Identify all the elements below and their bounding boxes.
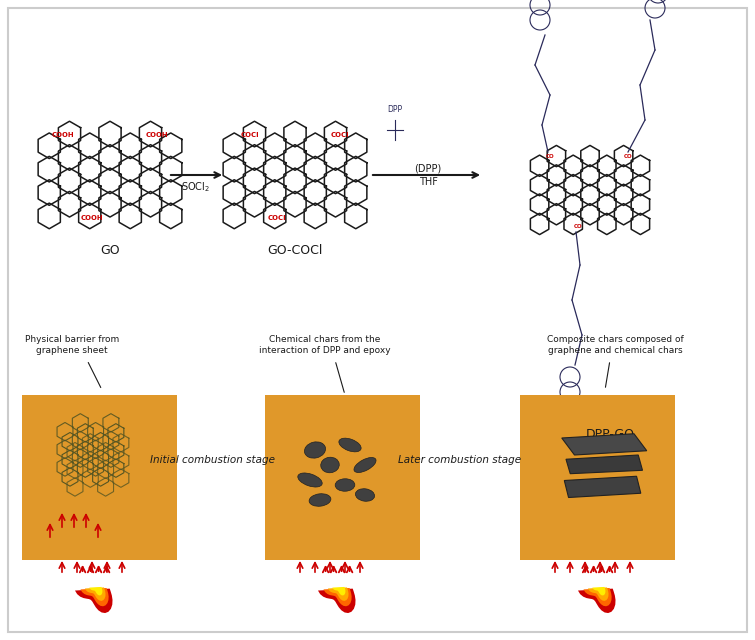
Polygon shape <box>328 588 349 601</box>
Polygon shape <box>578 589 615 613</box>
Polygon shape <box>318 589 356 613</box>
Text: THF: THF <box>418 177 437 187</box>
FancyBboxPatch shape <box>520 395 675 560</box>
Text: DPP-GO: DPP-GO <box>585 429 634 442</box>
Polygon shape <box>588 588 609 601</box>
Polygon shape <box>75 589 112 613</box>
Polygon shape <box>332 587 346 595</box>
Text: Later combustion stage: Later combustion stage <box>399 455 522 465</box>
Ellipse shape <box>335 479 355 492</box>
Text: GO: GO <box>100 243 120 257</box>
Text: Chemical chars from the
interaction of DPP and epoxy: Chemical chars from the interaction of D… <box>259 335 391 355</box>
Text: GO-COCl: GO-COCl <box>267 243 322 257</box>
Text: DPP: DPP <box>387 105 402 114</box>
Text: Physical barrier from
graphene sheet: Physical barrier from graphene sheet <box>25 335 119 355</box>
Ellipse shape <box>321 457 339 473</box>
Text: (DPP): (DPP) <box>414 163 442 173</box>
Text: COCl: COCl <box>268 215 286 221</box>
Text: COCl: COCl <box>241 131 259 138</box>
Polygon shape <box>89 587 103 595</box>
Ellipse shape <box>309 493 331 506</box>
FancyBboxPatch shape <box>22 395 177 560</box>
Ellipse shape <box>356 489 374 501</box>
Text: COOH: COOH <box>81 215 103 221</box>
Ellipse shape <box>304 442 325 458</box>
Text: CO: CO <box>624 154 633 159</box>
Text: CO: CO <box>546 154 554 159</box>
Polygon shape <box>81 588 109 606</box>
Polygon shape <box>323 588 352 606</box>
Polygon shape <box>566 455 643 474</box>
Text: Initial combustion stage: Initial combustion stage <box>149 455 275 465</box>
Text: CO: CO <box>574 223 582 228</box>
Ellipse shape <box>297 473 322 487</box>
Polygon shape <box>584 588 612 606</box>
Ellipse shape <box>339 438 361 452</box>
Polygon shape <box>564 476 641 497</box>
FancyBboxPatch shape <box>8 8 747 632</box>
Text: Composite chars composed of
graphene and chemical chars: Composite chars composed of graphene and… <box>547 335 683 355</box>
Text: COCl: COCl <box>331 131 350 138</box>
Text: COOH: COOH <box>146 131 168 138</box>
Text: SOCl$_2$: SOCl$_2$ <box>181 180 211 194</box>
Text: COOH: COOH <box>52 131 75 138</box>
FancyBboxPatch shape <box>265 395 420 560</box>
Polygon shape <box>592 587 606 595</box>
Polygon shape <box>85 588 106 601</box>
Polygon shape <box>562 434 647 455</box>
Ellipse shape <box>354 458 376 472</box>
